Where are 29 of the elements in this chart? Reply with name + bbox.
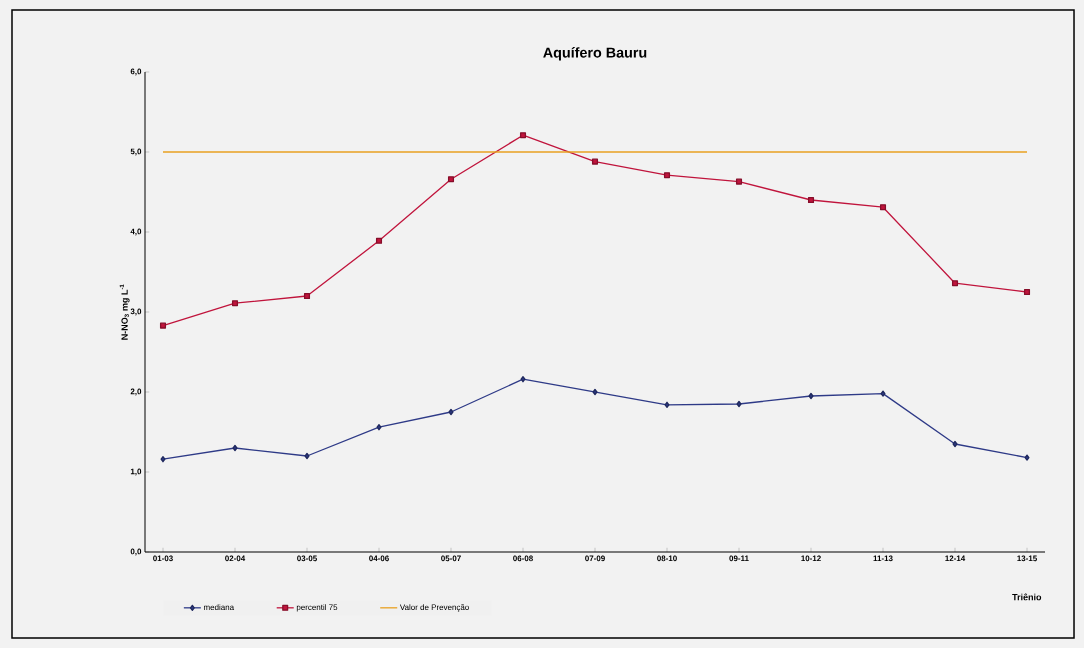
x-axis-title: Triênio (1012, 593, 1042, 601)
point (808, 392, 814, 400)
point (1023, 288, 1031, 296)
point (232, 444, 238, 452)
point (303, 292, 311, 300)
point (375, 237, 383, 244)
point (448, 408, 454, 416)
point (231, 300, 239, 307)
point (447, 176, 455, 183)
point (952, 440, 958, 448)
point (663, 172, 671, 179)
point (159, 322, 167, 329)
y-axis-title: N-NO$_{3}$ mg L$^{-1}$ (119, 284, 130, 340)
point (1024, 454, 1030, 461)
point (664, 401, 670, 408)
point (519, 132, 527, 139)
point (736, 400, 742, 408)
point (951, 280, 959, 287)
point (592, 388, 598, 396)
point (520, 376, 526, 383)
point (879, 204, 887, 211)
point (160, 456, 166, 463)
point (376, 424, 382, 431)
point (304, 452, 310, 460)
point (591, 158, 599, 165)
point (807, 196, 815, 204)
point (735, 178, 743, 185)
chart-title: Aquífero Bauru (543, 47, 647, 61)
point (880, 390, 886, 397)
